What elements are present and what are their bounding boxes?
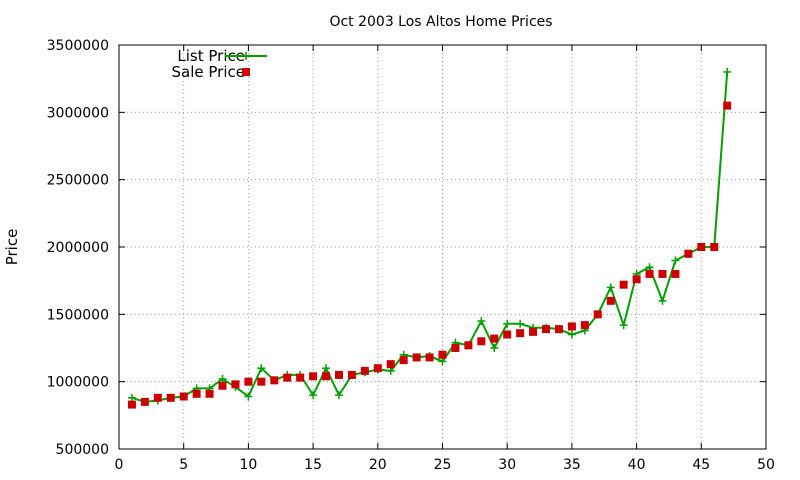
sale-price-point — [710, 243, 719, 251]
sale-price-point — [632, 275, 641, 284]
y-tick-label: 3000000 — [47, 105, 109, 121]
sale-price-point — [205, 389, 214, 398]
plot-area — [127, 67, 732, 409]
sale-price-point — [580, 321, 589, 330]
y-tick-label: 2500000 — [47, 173, 109, 189]
chart-title: Oct 2003 Los Altos Home Prices — [329, 14, 552, 30]
sale-price-point — [347, 370, 356, 379]
sale-price-point — [179, 392, 188, 401]
sale-price-point — [218, 381, 227, 390]
sale-price-point — [645, 269, 654, 278]
y-tick-label: 1500000 — [47, 307, 109, 323]
sale-price-point — [192, 389, 201, 398]
sale-price-point — [412, 353, 421, 362]
sale-price-point — [153, 393, 162, 402]
sale-price-point — [697, 243, 706, 251]
sale-price-point — [322, 372, 331, 381]
legend-label-sale-price: Sale Price — [172, 63, 245, 81]
y-tick-label: 3500000 — [47, 38, 109, 54]
sale-price-point — [567, 322, 576, 331]
sale-price-point — [360, 366, 369, 375]
x-tick-label: 15 — [304, 457, 322, 473]
sale-price-point — [542, 325, 551, 334]
x-tick-label: 40 — [628, 457, 646, 473]
list-price-point — [386, 366, 395, 375]
legend-swatch-sale-price — [242, 68, 250, 76]
x-tick-label: 50 — [757, 457, 775, 473]
sale-price-series — [127, 101, 732, 409]
list-price-point — [567, 330, 576, 339]
sale-price-point — [296, 373, 305, 382]
grid — [119, 45, 766, 449]
list-price-point — [490, 344, 499, 352]
list-price-point — [516, 319, 525, 328]
list-price-point — [322, 364, 331, 373]
x-tick-label: 45 — [692, 457, 710, 473]
sale-price-point — [503, 330, 512, 339]
sale-price-point — [658, 269, 667, 278]
sale-price-point — [477, 337, 486, 346]
y-axis-label: Price — [3, 229, 21, 266]
x-tick-label: 5 — [179, 457, 188, 473]
list-price-point — [658, 296, 667, 305]
sale-price-point — [425, 353, 434, 362]
legend-marker-list-price — [242, 52, 250, 60]
sale-price-point — [309, 372, 318, 381]
list-price-point — [244, 392, 253, 401]
list-price-point — [257, 364, 266, 373]
sale-price-point — [231, 380, 240, 389]
sale-price-point — [373, 364, 382, 373]
plot-frame — [118, 44, 767, 450]
y-tick-label: 500000 — [56, 442, 109, 458]
sale-price-point — [593, 310, 602, 319]
sale-price-point — [554, 325, 563, 334]
x-tick-label: 0 — [115, 457, 124, 473]
x-tick-label: 35 — [563, 457, 581, 473]
x-tick-label: 25 — [434, 457, 452, 473]
list-price-point — [671, 256, 680, 265]
list-price-point — [334, 391, 343, 400]
list-price-point — [645, 263, 654, 272]
y-tick-label: 1000000 — [47, 375, 109, 391]
list-price-point — [127, 393, 136, 402]
list-price-point — [619, 321, 628, 330]
sale-price-point — [671, 269, 680, 278]
x-tick-label: 10 — [239, 457, 257, 473]
sale-price-point — [386, 360, 395, 369]
sale-price-point — [140, 397, 149, 406]
sale-price-point — [606, 296, 615, 305]
sale-price-point — [270, 376, 279, 385]
sale-price-point — [723, 101, 732, 110]
sale-price-point — [438, 350, 447, 359]
list-price-point — [723, 67, 732, 76]
list-price-point — [438, 357, 447, 366]
sale-price-point — [127, 400, 136, 409]
x-tick-label: 20 — [369, 457, 387, 473]
sale-price-point — [399, 356, 408, 365]
list-price-point — [477, 317, 486, 326]
sale-price-point — [257, 377, 266, 386]
sale-price-point — [451, 344, 460, 352]
axis-ticks: 0 5 10 15 20 25 30 35 40 45 50 500000 1000000 1500000… — [47, 38, 775, 473]
sale-price-point — [619, 280, 628, 289]
sale-price-point — [283, 373, 292, 382]
sale-price-point — [244, 377, 253, 386]
x-tick-label: 30 — [498, 457, 516, 473]
sale-price-point — [334, 370, 343, 379]
y-tick-label: 2000000 — [47, 240, 109, 256]
sale-price-point — [464, 341, 473, 350]
list-price-point — [218, 374, 227, 383]
legend-label-list-price: List Price — [177, 47, 245, 65]
list-price-point — [309, 391, 318, 400]
sale-price-point — [490, 334, 499, 343]
sale-price-point — [684, 249, 693, 258]
list-price-point — [503, 319, 512, 328]
sale-price-point — [516, 329, 525, 338]
list-price-point — [606, 283, 615, 292]
sale-price-point — [529, 327, 538, 336]
sale-price-point — [166, 393, 175, 402]
